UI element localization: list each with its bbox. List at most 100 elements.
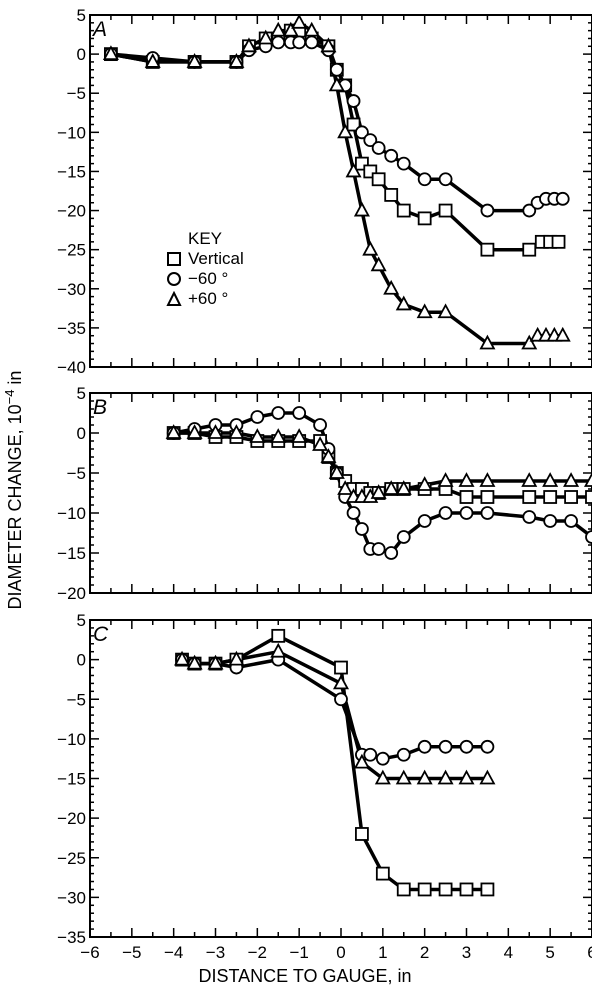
data-point-circle	[417, 514, 432, 528]
data-point-square	[459, 882, 474, 897]
data-point-triangle	[228, 424, 245, 439]
data-point-square	[480, 242, 495, 257]
data-point-circle	[522, 203, 537, 218]
y-tick-label: −10	[57, 123, 86, 142]
data-point-circle	[346, 94, 361, 108]
data-point-circle	[329, 62, 344, 77]
data-point-square	[417, 211, 432, 226]
data-point-triangle	[542, 472, 559, 487]
data-point-circle	[480, 203, 495, 218]
circle-marker-icon	[166, 271, 188, 287]
data-point-triangle	[249, 428, 266, 443]
data-point-triangle	[370, 256, 387, 272]
data-point-square	[346, 117, 361, 132]
panel-b: 5 0 −5 −10 −15 −20 B	[57, 384, 592, 603]
data-point-triangle	[207, 654, 224, 670]
panel-label: A	[91, 18, 107, 41]
x-tick-label: 6	[587, 943, 592, 962]
data-point-triangle	[437, 303, 454, 319]
y-tick-label: −15	[57, 544, 86, 563]
data-point-triangle	[270, 428, 287, 443]
data-point-circle	[522, 510, 537, 524]
y-axis-label: DIAMETER CHANGE, 10−4 in	[2, 370, 25, 610]
data-point-circle	[396, 156, 411, 171]
data-point-circle	[292, 35, 307, 50]
data-point-triangle	[383, 279, 400, 295]
y-tick-label: −20	[57, 809, 86, 828]
data-point-circle	[371, 141, 386, 155]
data-point-square	[396, 203, 411, 218]
data-point-triangle	[395, 295, 412, 311]
y-tick-label: −15	[57, 770, 86, 789]
data-point-circle	[384, 148, 399, 163]
y-tick-label: −30	[57, 888, 86, 907]
legend-label: −60 °	[188, 269, 229, 288]
data-point-triangle	[240, 37, 257, 53]
x-tick-label: 4	[504, 943, 513, 962]
data-point-circle	[384, 546, 399, 560]
data-point-triangle	[395, 480, 412, 495]
data-point-triangle	[563, 472, 580, 487]
y-tick-label: 5	[77, 611, 86, 630]
y-tick-label: −25	[57, 241, 86, 260]
data-point-circle	[355, 125, 369, 140]
data-point-circle	[346, 506, 361, 520]
data-point-circle	[250, 410, 265, 424]
data-point-triangle	[345, 162, 362, 178]
data-point-circle	[438, 506, 453, 520]
data-point-triangle	[395, 769, 412, 785]
legend-label: Vertical	[188, 249, 244, 268]
data-point-square	[480, 882, 495, 897]
data-point-square	[522, 242, 537, 257]
data-point-square	[551, 234, 566, 249]
y-tick-label: −20	[57, 584, 86, 603]
data-point-triangle	[458, 769, 475, 785]
data-point-triangle	[186, 424, 203, 439]
y-tick-label: −10	[57, 730, 86, 749]
panel-c: 50−5−10−15−20−25−30−35−6 −5 −4 −3 −2 −1 0 1 2 3 4 5…	[57, 611, 592, 962]
data-point-triangle	[458, 472, 475, 487]
legend-entry-vertical: Vertical	[166, 249, 244, 269]
data-point-circle	[313, 418, 327, 432]
data-point-circle	[371, 542, 386, 556]
data-point-triangle	[353, 201, 370, 217]
data-point-circle	[438, 172, 453, 187]
data-point-triangle	[320, 37, 337, 53]
data-point-triangle	[370, 484, 387, 499]
data-point-triangle	[416, 476, 433, 491]
data-point-triangle	[291, 13, 308, 29]
data-point-circle	[543, 514, 558, 528]
x-tick-label: 5	[545, 943, 554, 962]
legend-title: KEY	[188, 229, 223, 248]
x-axis-label: DISTANCE TO GAUGE, in	[198, 966, 412, 986]
y-tick-label: −20	[57, 202, 86, 221]
data-point-circle	[417, 739, 432, 754]
data-point-triangle	[303, 21, 320, 37]
y-tick-label: −30	[57, 280, 86, 299]
data-point-triangle	[270, 642, 287, 658]
data-point-circle	[438, 739, 453, 754]
x-tick-label: −3	[206, 943, 225, 962]
y-tick-label: −5	[67, 84, 86, 103]
data-point-circle	[585, 530, 592, 544]
data-point-triangle	[165, 424, 182, 439]
data-point-triangle	[102, 45, 119, 61]
data-point-square	[334, 660, 348, 675]
data-point-circle	[396, 530, 411, 544]
data-point-circle	[271, 406, 286, 420]
y-tick-label: −40	[57, 358, 86, 377]
legend-entry-plus60: +60 °	[166, 289, 244, 309]
y-tick-label: −35	[57, 928, 86, 947]
data-point-triangle	[291, 428, 308, 443]
x-tick-label: −1	[289, 943, 308, 962]
triangle-marker-icon	[166, 291, 188, 307]
data-point-triangle	[144, 53, 161, 68]
data-point-square	[522, 490, 537, 504]
data-point-triangle	[174, 650, 191, 666]
x-tick-label: −4	[164, 943, 183, 962]
data-point-triangle	[282, 21, 299, 37]
data-point-triangle	[479, 472, 496, 487]
data-point-triangle	[521, 334, 538, 350]
data-point-circle	[459, 739, 474, 754]
data-point-triangle	[479, 769, 496, 785]
